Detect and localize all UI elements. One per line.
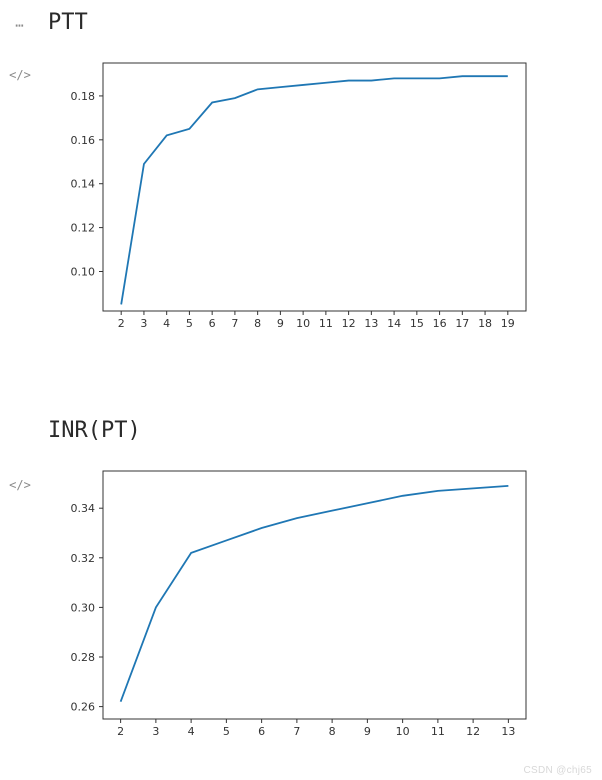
svg-text:19: 19 bbox=[501, 317, 515, 330]
code-toggle-icon[interactable]: </> bbox=[0, 478, 40, 492]
svg-text:6: 6 bbox=[258, 725, 265, 738]
chart-ptt: 2 3 4 5 6 7 8 9 10 11 12 13 14 15 16 17 18 19 0.10 0.12 0.14… bbox=[48, 51, 592, 341]
svg-text:8: 8 bbox=[329, 725, 336, 738]
svg-text:0.32: 0.32 bbox=[71, 552, 96, 565]
svg-text:0.28: 0.28 bbox=[71, 651, 96, 664]
svg-text:17: 17 bbox=[455, 317, 469, 330]
svg-text:3: 3 bbox=[140, 317, 147, 330]
cell-inr-pt: INR(PT) 2 3 4 5 6 7 8 9 10 11 12 13 0.26 0.28 0.30 0.32… bbox=[48, 418, 592, 749]
svg-text:0.14: 0.14 bbox=[71, 178, 96, 191]
svg-text:12: 12 bbox=[342, 317, 356, 330]
svg-text:5: 5 bbox=[186, 317, 193, 330]
svg-text:9: 9 bbox=[364, 725, 371, 738]
svg-text:18: 18 bbox=[478, 317, 492, 330]
svg-text:0.26: 0.26 bbox=[71, 701, 96, 714]
svg-text:9: 9 bbox=[277, 317, 284, 330]
svg-text:4: 4 bbox=[163, 317, 170, 330]
watermark: CSDN @chj65 bbox=[524, 765, 592, 776]
svg-text:0.10: 0.10 bbox=[71, 265, 96, 278]
chart-title: PTT bbox=[48, 10, 592, 35]
svg-text:0.16: 0.16 bbox=[71, 134, 96, 147]
svg-text:0.30: 0.30 bbox=[71, 601, 96, 614]
svg-text:13: 13 bbox=[501, 725, 515, 738]
svg-text:10: 10 bbox=[296, 317, 310, 330]
svg-text:15: 15 bbox=[410, 317, 424, 330]
svg-text:5: 5 bbox=[223, 725, 230, 738]
code-toggle-icon[interactable]: </> bbox=[0, 68, 40, 82]
chart-inr-pt: 2 3 4 5 6 7 8 9 10 11 12 13 0.26 0.28 0.30 0.32 0.34 bbox=[48, 459, 592, 749]
svg-text:6: 6 bbox=[209, 317, 216, 330]
svg-text:2: 2 bbox=[118, 317, 125, 330]
svg-text:10: 10 bbox=[396, 725, 410, 738]
svg-text:8: 8 bbox=[254, 317, 261, 330]
svg-text:12: 12 bbox=[466, 725, 480, 738]
svg-text:0.34: 0.34 bbox=[71, 502, 96, 515]
svg-text:14: 14 bbox=[387, 317, 401, 330]
svg-text:16: 16 bbox=[433, 317, 447, 330]
svg-text:2: 2 bbox=[117, 725, 124, 738]
svg-text:3: 3 bbox=[152, 725, 159, 738]
svg-text:13: 13 bbox=[364, 317, 378, 330]
svg-text:4: 4 bbox=[188, 725, 195, 738]
svg-text:11: 11 bbox=[431, 725, 445, 738]
chart-title: INR(PT) bbox=[48, 418, 592, 443]
cell-ptt: PTT 2 3 4 5 6 7 8 9 10 11 12 13 14 15 16 17 18 19 0.10 0.12… bbox=[48, 10, 592, 341]
svg-text:0.18: 0.18 bbox=[71, 90, 96, 103]
svg-text:0.12: 0.12 bbox=[71, 222, 96, 235]
svg-text:7: 7 bbox=[231, 317, 238, 330]
svg-text:11: 11 bbox=[319, 317, 333, 330]
svg-text:7: 7 bbox=[293, 725, 300, 738]
cell-ellipsis-icon: ⋯ bbox=[0, 18, 40, 34]
